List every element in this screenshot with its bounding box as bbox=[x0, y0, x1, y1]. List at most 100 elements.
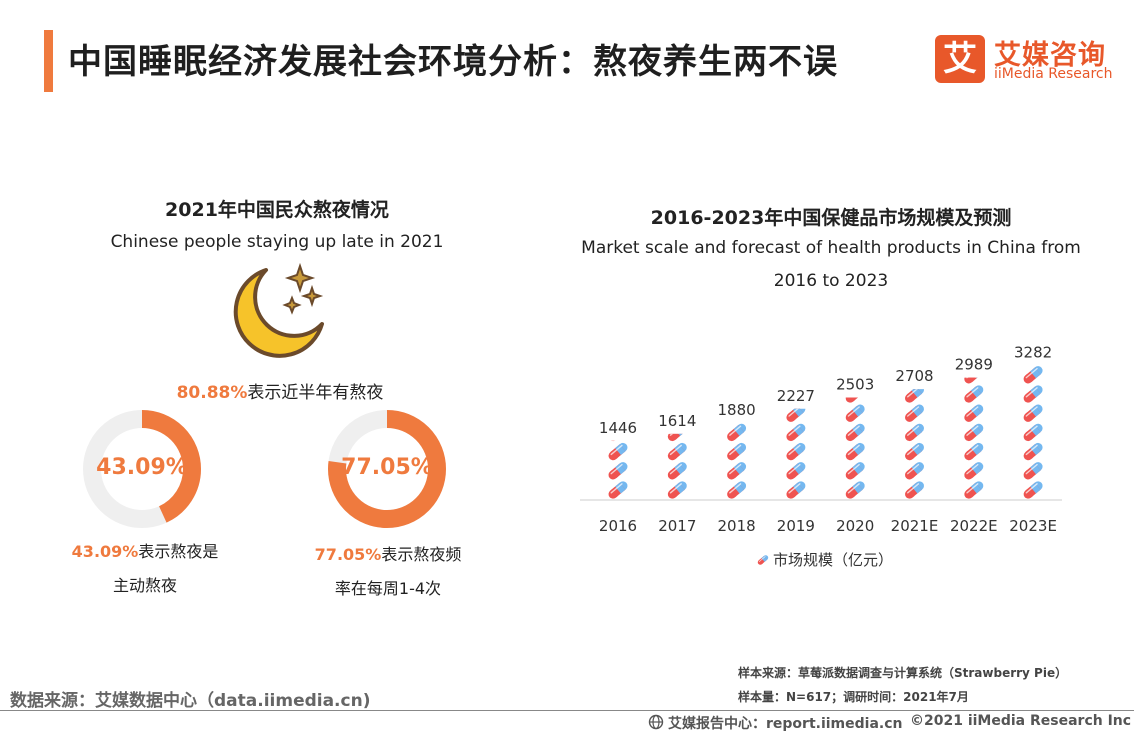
capsule-icon bbox=[727, 462, 747, 480]
left-panel-subtitle: Chinese people staying up late in 2021 bbox=[110, 232, 444, 252]
donut-1-note-line1: 43.09%表示熬夜是 bbox=[40, 538, 250, 562]
data-label: 1614 bbox=[658, 412, 696, 430]
donut-2-note-line1: 77.05%表示熬夜频 bbox=[283, 541, 493, 565]
bar-2018 bbox=[727, 423, 747, 499]
capsule-icon bbox=[964, 423, 984, 442]
donut-2-label: 77.05% bbox=[341, 455, 433, 480]
capsule-icon bbox=[964, 481, 984, 499]
moon-stars-icon bbox=[233, 262, 324, 358]
logo-name-en: iiMedia Research bbox=[994, 66, 1113, 82]
capsule-icon bbox=[667, 462, 687, 480]
capsule-icon bbox=[608, 462, 628, 480]
donut-arc-2 bbox=[328, 410, 446, 528]
bar-2017 bbox=[667, 433, 687, 499]
donut-1-note-text: 表示熬夜是 bbox=[138, 542, 219, 561]
donut-arc-1 bbox=[83, 410, 201, 528]
x-tick-label: 2023E bbox=[1009, 517, 1057, 535]
data-label: 2708 bbox=[895, 367, 933, 385]
main-stat: 80.88%表示近半年有熬夜 bbox=[130, 378, 430, 403]
capsule-icon-partial bbox=[667, 433, 687, 442]
capsule-icon bbox=[845, 481, 865, 499]
market-scale-bar-chart: 1446 2016 1614 2017 1880 2018 2227 2019 2503 2020… bbox=[580, 344, 1062, 569]
chart-subtitle-line1: Market scale and forecast of health prod… bbox=[581, 238, 1081, 258]
donut-chart-1 bbox=[83, 410, 201, 528]
x-tick-label: 2016 bbox=[599, 517, 637, 535]
sample-size: 样本量：N=617；调研时间：2021年7月 bbox=[738, 690, 969, 704]
capsule-icon bbox=[905, 423, 924, 442]
capsule-icon bbox=[845, 442, 865, 461]
capsule-icon bbox=[1023, 404, 1043, 422]
capsule-icon bbox=[964, 462, 984, 480]
report-center-link[interactable]: 艾媒报告中心：report.iimedia.cn bbox=[668, 716, 903, 732]
capsule-icon bbox=[905, 442, 924, 461]
x-tick-label: 2021E bbox=[891, 517, 939, 535]
capsule-icon bbox=[845, 404, 865, 422]
capsule-icon bbox=[786, 481, 806, 499]
main-stat-text: 表示近半年有熬夜 bbox=[247, 383, 384, 403]
data-label: 2503 bbox=[836, 376, 874, 394]
capsule-icon bbox=[1023, 462, 1043, 480]
globe-icon bbox=[648, 714, 664, 730]
capsule-icon bbox=[1023, 481, 1043, 499]
sample-source: 样本来源：草莓派数据调查与计算系统（Strawberry Pie） bbox=[738, 666, 1068, 680]
donut-1-note-value: 43.09% bbox=[71, 542, 139, 561]
capsule-icon-partial bbox=[964, 377, 982, 384]
bar-2023E bbox=[1023, 366, 1043, 499]
capsule-icon bbox=[1023, 423, 1043, 442]
capsule-icon bbox=[1023, 385, 1043, 403]
capsule-icon bbox=[1023, 366, 1043, 384]
x-tick-label: 2018 bbox=[718, 517, 756, 535]
title-accent-bar bbox=[44, 30, 53, 92]
donut-chart-2 bbox=[328, 410, 446, 528]
data-label: 3282 bbox=[1014, 344, 1052, 362]
capsule-icon bbox=[786, 423, 806, 442]
x-tick-label: 2022E bbox=[950, 517, 998, 535]
data-source: 数据来源：艾媒数据中心（data.iimedia.cn) bbox=[10, 691, 371, 711]
capsule-icon bbox=[786, 442, 806, 461]
donut-2-note-value: 77.05% bbox=[314, 545, 382, 564]
capsule-icon-partial bbox=[845, 397, 863, 403]
capsule-icon bbox=[667, 481, 687, 499]
capsule-icon-partial bbox=[786, 408, 806, 422]
capsule-icon bbox=[845, 423, 865, 442]
capsule-icon bbox=[727, 481, 747, 499]
data-label: 2989 bbox=[955, 356, 993, 374]
page-title: 中国睡眠经济发展社会环境分析：熬夜养生两不误 bbox=[68, 42, 838, 82]
logo-mark: 艾 bbox=[935, 35, 985, 83]
capsule-icon bbox=[1023, 442, 1043, 461]
chart-legend: 市场规模（亿元） bbox=[757, 551, 893, 569]
capsule-icon bbox=[727, 442, 747, 461]
bar-2016 bbox=[608, 440, 628, 499]
left-panel-title: 2021年中国民众熬夜情况 bbox=[165, 199, 389, 221]
capsule-icon bbox=[905, 404, 924, 422]
bar-2022E bbox=[964, 377, 984, 499]
capsule-icon bbox=[608, 481, 628, 499]
chart-title: 2016-2023年中国保健品市场规模及预测 bbox=[650, 207, 1012, 229]
bar-2020 bbox=[845, 397, 865, 499]
capsule-icon bbox=[905, 462, 924, 480]
donut-1-note-line2: 主动熬夜 bbox=[112, 576, 177, 595]
legend-capsule-icon bbox=[757, 555, 769, 565]
x-tick-label: 2020 bbox=[836, 517, 874, 535]
x-tick-label: 2017 bbox=[658, 517, 696, 535]
donut-2-note-line2: 率在每周1-4次 bbox=[334, 579, 442, 598]
capsule-icon-partial bbox=[905, 389, 924, 403]
bar-2021E bbox=[905, 389, 924, 499]
capsule-icon bbox=[845, 462, 865, 480]
copyright: ©2021 iiMedia Research Inc bbox=[910, 713, 1132, 729]
capsule-icon bbox=[667, 442, 687, 461]
donut-1-label: 43.09% bbox=[96, 455, 188, 480]
donut-2-note-text: 表示熬夜频 bbox=[381, 545, 462, 564]
data-label: 1880 bbox=[718, 401, 756, 419]
capsule-icon bbox=[608, 442, 628, 461]
data-label: 2227 bbox=[777, 387, 815, 405]
chart-subtitle-line2: 2016 to 2023 bbox=[773, 271, 889, 291]
capsule-icon bbox=[727, 423, 747, 442]
capsule-icon bbox=[786, 462, 806, 480]
footer-divider bbox=[0, 710, 1134, 711]
bar-2019 bbox=[786, 408, 806, 499]
capsule-icon bbox=[964, 404, 984, 422]
x-tick-label: 2019 bbox=[777, 517, 815, 535]
data-label: 1446 bbox=[599, 419, 637, 437]
legend-label: 市场规模（亿元） bbox=[773, 551, 893, 569]
